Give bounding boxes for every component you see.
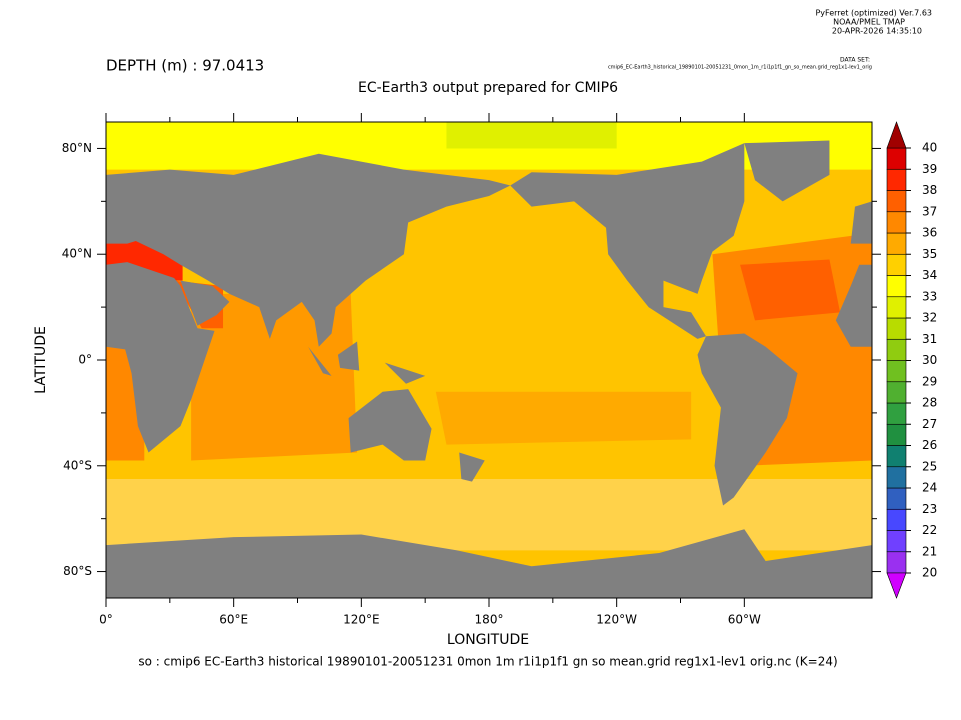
colorbar-segment (886, 466, 907, 489)
colorbar-segment (886, 253, 907, 276)
colorbar-label: 31 (922, 332, 937, 346)
colorbar-label: 22 (922, 523, 937, 537)
title: EC-Earth3 output prepared for CMIP6 (358, 80, 618, 96)
subtropical-atlantic (740, 259, 841, 321)
colorbar-label: 25 (922, 459, 937, 473)
colorbar-label: 23 (922, 502, 937, 516)
colorbar-segment (886, 190, 907, 213)
depth-label: DEPTH (m) : 97.0413 (106, 57, 264, 75)
arctic-pacific (446, 122, 617, 149)
colorbar-segment (886, 168, 907, 191)
colorbar-segment (886, 338, 907, 361)
colorbar-segment (886, 530, 907, 553)
colorbar-segment (886, 275, 907, 298)
greenland (744, 140, 830, 202)
y-axis-label: LATITUDE (33, 326, 49, 394)
colorbar-label: 24 (922, 481, 937, 495)
colorbar-segment (886, 402, 907, 425)
eurasia (106, 153, 511, 347)
colorbar-label: 26 (922, 438, 937, 452)
x-tick-label: 120°E (343, 613, 380, 627)
x-tick-label: 60°E (219, 613, 248, 627)
colorbar-over (886, 121, 907, 149)
colorbar-label: 29 (922, 374, 937, 388)
south-pacific-tongue (435, 391, 692, 445)
colorbar-label: 30 (922, 353, 937, 367)
antarctica (106, 529, 872, 598)
date: 20-APR-2026 14:35:10 (832, 27, 922, 36)
colorbar-under (886, 572, 907, 599)
colorbar-segment (886, 445, 907, 468)
y-tick-label: 0° (78, 353, 92, 367)
west-africa (835, 264, 872, 347)
australia (348, 389, 432, 461)
africa (106, 262, 215, 453)
colorbar-label: 32 (922, 311, 937, 325)
dataset: cmip6_EC-Earth3_historical_19890101-2005… (608, 65, 872, 71)
x-tick-label: 0° (99, 613, 113, 627)
y-tick-label: 80°S (63, 564, 92, 578)
colorbar-segment (886, 296, 907, 319)
colorbar-segment (886, 147, 907, 170)
new-guinea (384, 362, 426, 384)
colorbar-label: 39 (922, 162, 937, 176)
colorbar-segment (886, 381, 907, 404)
colorbar-label: 28 (922, 396, 937, 410)
colorbar-segment (886, 211, 907, 234)
colorbar-label: 33 (922, 289, 937, 303)
arabia (180, 280, 230, 326)
footer: so : cmip6 EC-Earth3 historical 19890101… (138, 655, 837, 669)
organization: NOAA/PMEL TMAP (833, 18, 905, 27)
new-zealand (459, 452, 485, 482)
north-america (510, 143, 745, 339)
colorbar-segment (886, 508, 907, 531)
indian-ocean (191, 293, 358, 461)
y-tick-label: 40°N (62, 247, 92, 261)
colorbar-label: 38 (922, 183, 937, 197)
program: PyFerret (optimized) Ver.7.63 (815, 9, 932, 18)
axes: 0° 60°E 120°E 180° 120°W 60°W 80°N 40°N 0° 40°S 80… (62, 113, 881, 627)
sumatra (308, 346, 332, 376)
x-tick-label: 60°W (728, 613, 761, 627)
x-axis-label: LONGITUDE (447, 632, 529, 648)
borneo (337, 341, 360, 371)
colorbar: 20 21 22 23 24 25 26 27 28 29 30 31 32 33 34 35 36 37 38 39… (886, 121, 937, 599)
colorbar-label: 21 (922, 544, 937, 558)
southern-ocean (106, 479, 872, 551)
y-tick-label: 40°S (63, 458, 92, 472)
x-tick-label: 120°W (596, 613, 637, 627)
x-tick-label: 180° (475, 613, 504, 627)
colorbar-segment (886, 360, 907, 383)
colorbar-segment (886, 487, 907, 510)
colorbar-label: 35 (922, 247, 937, 261)
colorbar-label: 34 (922, 268, 937, 282)
colorbar-segment (886, 232, 907, 255)
y-tick-label: 80°N (62, 141, 92, 155)
colorbar-label: 20 (922, 566, 937, 580)
iberia (850, 201, 872, 244)
colorbar-label: 36 (922, 226, 937, 240)
colorbar-segment (886, 317, 907, 340)
map (106, 122, 872, 598)
colorbar-segment (886, 423, 907, 446)
dataset-label: DATA SET: (840, 57, 870, 64)
colorbar-label: 40 (922, 141, 937, 155)
colorbar-segment (886, 551, 907, 574)
colorbar-label: 37 (922, 204, 937, 218)
south-america (697, 333, 798, 506)
colorbar-label: 27 (922, 417, 937, 431)
